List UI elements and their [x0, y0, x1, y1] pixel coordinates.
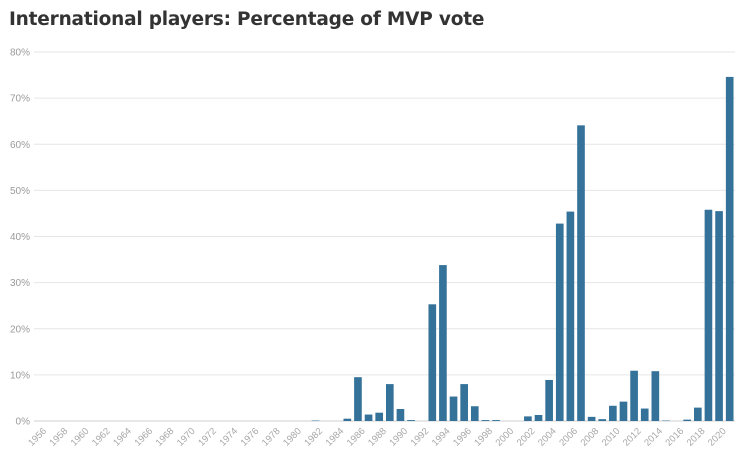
bar-1996[interactable] — [460, 384, 468, 421]
bar-1986[interactable] — [354, 377, 362, 421]
x-tick-label: 2012 — [621, 426, 644, 449]
x-tick-label: 2016 — [664, 426, 687, 449]
x-tick-label: 1994 — [430, 426, 453, 449]
y-tick-label: 70% — [10, 94, 30, 105]
x-tick-label: 1958 — [47, 426, 70, 449]
x-axis-ticks: 1956195819601962196419661968197019721974… — [26, 426, 728, 449]
x-tick-label: 2004 — [536, 426, 559, 449]
bar-2020[interactable] — [715, 211, 723, 421]
bar-2019[interactable] — [704, 209, 713, 421]
bar-2017[interactable] — [683, 419, 692, 421]
x-tick-label: 2000 — [494, 426, 517, 449]
bar-1989[interactable] — [385, 384, 394, 421]
x-tick-label: 1978 — [260, 426, 283, 449]
y-tick-label: 20% — [10, 324, 30, 335]
bar-1997[interactable] — [470, 406, 479, 421]
bar-2014[interactable] — [651, 371, 660, 421]
x-tick-label: 1976 — [239, 426, 262, 449]
bar-2009[interactable] — [598, 419, 607, 421]
x-tick-label: 2006 — [557, 426, 580, 449]
x-tick-label: 1982 — [302, 426, 325, 449]
bar-2013[interactable] — [640, 408, 649, 421]
x-tick-label: 2014 — [642, 426, 665, 449]
bar-2004[interactable] — [545, 379, 553, 421]
y-tick-label: 10% — [10, 370, 30, 381]
gridlines — [34, 51, 735, 422]
x-tick-label: 1968 — [154, 426, 177, 449]
bar-2003[interactable] — [534, 415, 543, 421]
x-tick-label: 1962 — [90, 426, 113, 449]
x-tick-label: 1972 — [196, 426, 219, 449]
x-tick-label: 1998 — [472, 426, 495, 449]
bar-1991[interactable] — [407, 420, 415, 421]
y-tick-label: 60% — [10, 140, 30, 151]
bar-1993[interactable] — [428, 304, 437, 421]
x-tick-label: 1984 — [324, 426, 347, 449]
x-tick-label: 1970 — [175, 426, 198, 449]
bar-2006[interactable] — [566, 211, 575, 421]
bar-1998[interactable] — [481, 420, 490, 421]
bar-1994[interactable] — [439, 265, 447, 421]
bars — [311, 76, 734, 421]
x-tick-label: 1990 — [387, 426, 410, 449]
x-tick-label: 1964 — [111, 426, 134, 449]
bar-2008[interactable] — [587, 416, 596, 421]
x-tick-label: 2018 — [685, 426, 708, 449]
bar-2012[interactable] — [630, 370, 638, 421]
x-tick-label: 2002 — [515, 426, 538, 449]
x-tick-label: 1960 — [69, 426, 92, 449]
bar-2018[interactable] — [694, 407, 702, 421]
bar-1999[interactable] — [492, 420, 500, 421]
bar-1985[interactable] — [343, 418, 352, 421]
bar-1995[interactable] — [449, 396, 458, 421]
x-tick-label: 1956 — [26, 426, 49, 449]
x-tick-label: 1986 — [345, 426, 368, 449]
x-tick-label: 1992 — [409, 426, 432, 449]
bar-2021[interactable] — [725, 76, 734, 421]
bar-1990[interactable] — [396, 409, 405, 421]
y-tick-label: 30% — [10, 278, 30, 289]
bar-2005[interactable] — [555, 223, 564, 421]
bar-2010[interactable] — [609, 405, 617, 421]
y-tick-label: 40% — [10, 232, 30, 243]
x-tick-label: 1996 — [451, 426, 474, 449]
bar-2002[interactable] — [524, 416, 532, 421]
x-tick-label: 1966 — [132, 426, 155, 449]
y-tick-label: 0% — [16, 417, 31, 428]
bar-2011[interactable] — [619, 401, 628, 421]
x-tick-label: 2010 — [600, 426, 623, 449]
chart-title: International players: Percentage of MVP… — [9, 9, 485, 30]
y-axis-ticks: 0% 10% 20% 30% 40% 50% 60% 70% 80% — [10, 48, 30, 428]
y-tick-label: 50% — [10, 186, 30, 197]
x-tick-label: 1974 — [217, 426, 240, 449]
bar-1987[interactable] — [364, 414, 373, 421]
bar-1988[interactable] — [375, 412, 384, 421]
x-tick-label: 2008 — [579, 426, 602, 449]
y-tick-label: 80% — [10, 48, 30, 59]
x-tick-label: 1980 — [281, 426, 304, 449]
bar-2007[interactable] — [577, 125, 585, 421]
x-tick-label: 2020 — [706, 426, 729, 449]
x-tick-label: 1988 — [366, 426, 389, 449]
